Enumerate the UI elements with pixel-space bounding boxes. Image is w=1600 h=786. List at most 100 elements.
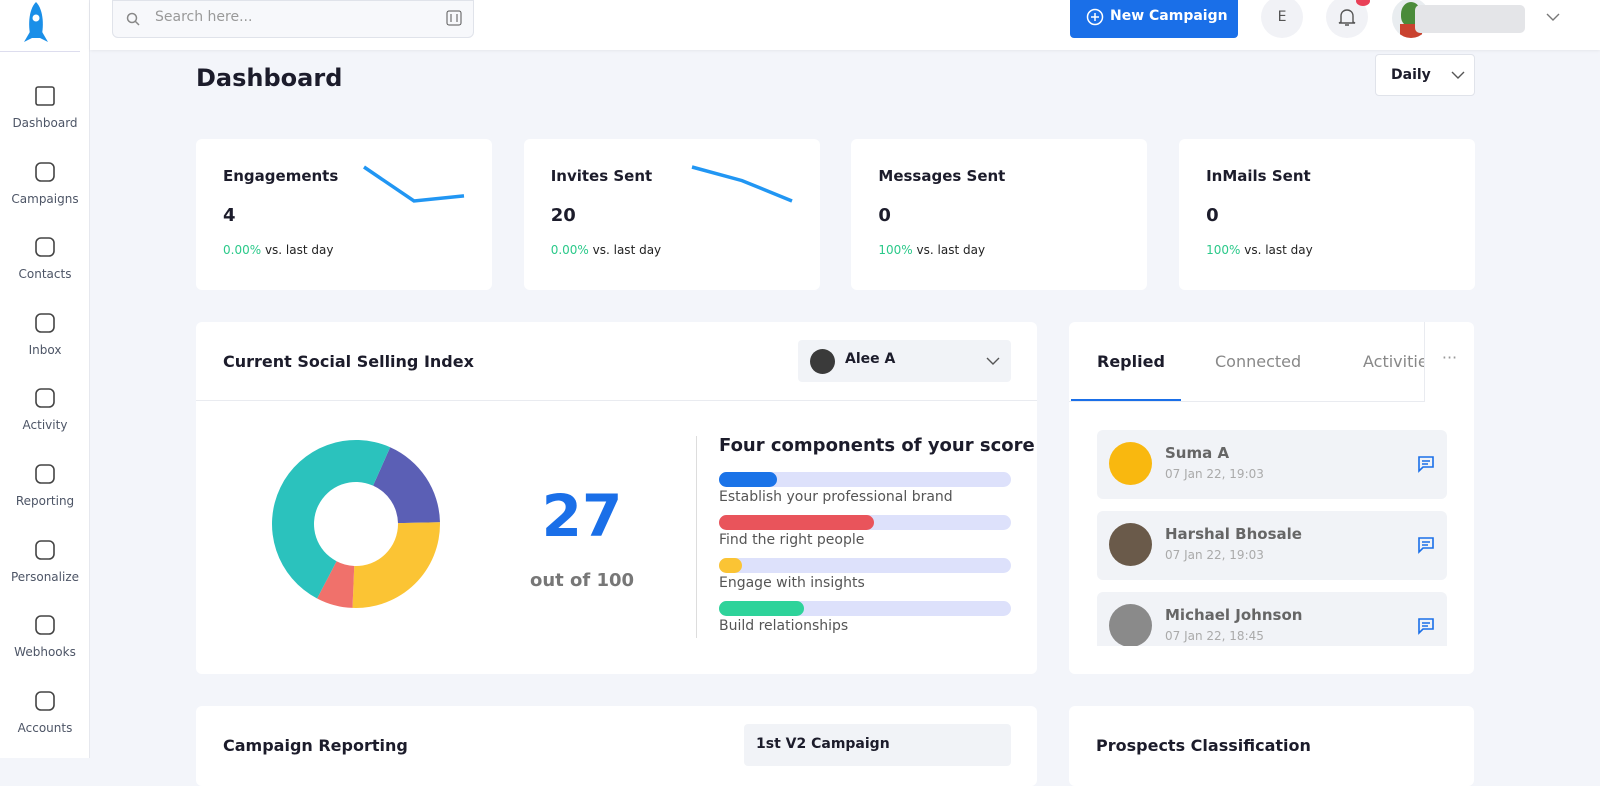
- nav-icon: [35, 388, 55, 409]
- chevron: [1451, 71, 1465, 79]
- item-avatar: [1109, 442, 1152, 485]
- icon-shape: [35, 464, 55, 484]
- icon-shape: [1418, 618, 1434, 635]
- trend-line: [363, 165, 465, 203]
- stat-title: InMails Sent: [1206, 167, 1311, 185]
- nav-item[interactable]: Activity: [0, 386, 90, 432]
- activity-item: Harshal Bhosale 07 Jan 22, 19:03: [1097, 511, 1447, 580]
- icon-shape: [35, 312, 55, 333]
- avatar-letter[interactable]: E: [1261, 0, 1303, 38]
- notifications[interactable]: [1326, 0, 1370, 38]
- nav-icon: [35, 312, 55, 333]
- item-avatar: [1109, 523, 1152, 566]
- nav-label: Contacts: [18, 267, 72, 282]
- item-time: 07 Jan 22, 18:45: [1165, 629, 1264, 643]
- stat-value: 4: [223, 205, 236, 226]
- change-value: 100%: [878, 243, 913, 257]
- component-bar: [719, 515, 874, 530]
- ssi-title: Current Social Selling Index: [223, 352, 474, 371]
- donut-segment: [373, 447, 440, 524]
- nav-item[interactable]: Personalize: [0, 538, 90, 584]
- bar-track: [719, 558, 1011, 573]
- ssi-card: Current Social Selling Index Alee A 27 o…: [196, 322, 1037, 674]
- stat-change: 100% vs. last day: [878, 243, 985, 257]
- divider: [0, 51, 80, 52]
- nav-item[interactable]: Campaigns: [0, 160, 90, 206]
- icon-shape: [35, 161, 55, 182]
- nav-label: Dashboard: [12, 116, 78, 130]
- sparkline: [363, 165, 465, 203]
- component-bar: [719, 472, 778, 487]
- user-menu-chevron[interactable]: [1546, 12, 1560, 22]
- badge: [1356, 0, 1370, 6]
- prospects-card: Prospects Classification: [1069, 706, 1474, 786]
- item-name: Michael Johnson: [1165, 606, 1303, 624]
- stat-value: 20: [550, 205, 576, 226]
- campaign-card: Campaign Reporting 1st V2 Campaign: [196, 706, 1037, 786]
- nav-label: Webhooks: [14, 645, 76, 660]
- stat-title: Messages Sent: [878, 167, 1006, 185]
- trend-line: [691, 165, 793, 203]
- topbar: Search here... New Campaign E: [90, 0, 1600, 50]
- stat-value: 0: [1206, 205, 1219, 226]
- components-title: Four components of your score: [719, 435, 1035, 456]
- period-select[interactable]: Daily: [1375, 54, 1475, 96]
- profile-select[interactable]: Alee A: [798, 340, 1011, 382]
- icon-shape: [1418, 456, 1434, 473]
- component-label: Build relationships: [719, 618, 849, 634]
- new-campaign-button[interactable]: New Campaign: [1070, 0, 1238, 38]
- tab[interactable]: Activities: [1363, 352, 1424, 371]
- nav-item[interactable]: Webhooks: [0, 613, 90, 659]
- change-label: vs. last day: [592, 243, 662, 257]
- component-label: Engage with insights: [719, 575, 865, 591]
- filter-icon[interactable]: [446, 10, 462, 26]
- stat-change: 100% vs. last day: [1206, 243, 1313, 257]
- nav-label: Activity: [22, 418, 68, 433]
- nav-item[interactable]: Dashboard: [0, 84, 90, 130]
- user-name-placeholder: [1415, 5, 1525, 33]
- bar-track: [719, 472, 1011, 487]
- score: 27: [541, 482, 623, 550]
- item-name: Suma A: [1165, 444, 1230, 462]
- activity-list: Suma A 07 Jan 22, 19:03 Harshal Bhosale 07 …: [1069, 430, 1474, 646]
- change-label: vs. last day: [264, 243, 334, 257]
- campaign-select[interactable]: 1st V2 Campaign: [744, 724, 1011, 766]
- icon-shape: [35, 690, 55, 711]
- nav-label: Campaigns: [11, 191, 79, 206]
- item-avatar: [1109, 604, 1152, 646]
- campaign-title: Campaign Reporting: [223, 736, 408, 755]
- donut-chart: [271, 439, 440, 608]
- prospects-title: Prospects Classification: [1096, 736, 1311, 755]
- divider: [696, 436, 697, 638]
- message-icon[interactable]: [1417, 536, 1435, 554]
- sparkline: [691, 165, 793, 203]
- message-icon[interactable]: [1417, 617, 1435, 635]
- nav-item[interactable]: Accounts: [0, 689, 90, 735]
- icon-shape: [35, 237, 55, 257]
- activity-card: Replied Connected Activities ··· Suma A 07 …: [1069, 322, 1474, 674]
- bell-icon: [1338, 9, 1356, 26]
- component-bar: [719, 558, 743, 573]
- search-box[interactable]: Search here...: [112, 0, 474, 38]
- tab[interactable]: Connected: [1215, 352, 1302, 371]
- search-icon: [126, 12, 140, 26]
- plus-icon: [1086, 8, 1104, 26]
- icon-shape: [35, 539, 55, 560]
- more-tabs[interactable]: ···: [1424, 322, 1474, 402]
- tab[interactable]: Replied: [1097, 352, 1165, 371]
- nav-label: Reporting: [15, 494, 75, 508]
- nav-icon: [35, 237, 55, 257]
- stat-change: 0.00% vs. last day: [551, 243, 661, 257]
- nav-item[interactable]: Contacts: [0, 235, 90, 281]
- message-icon[interactable]: [1417, 455, 1435, 473]
- nav-item[interactable]: Reporting: [0, 462, 90, 508]
- change-value: 0.00%: [223, 243, 262, 257]
- item-name: Harshal Bhosale: [1165, 525, 1302, 543]
- logo: [24, 2, 48, 42]
- donut-segment: [317, 561, 355, 608]
- chevron: [986, 357, 1000, 365]
- nav-item[interactable]: Inbox: [0, 311, 90, 357]
- nav-label: Accounts: [17, 720, 73, 735]
- nav-icon: [35, 615, 55, 635]
